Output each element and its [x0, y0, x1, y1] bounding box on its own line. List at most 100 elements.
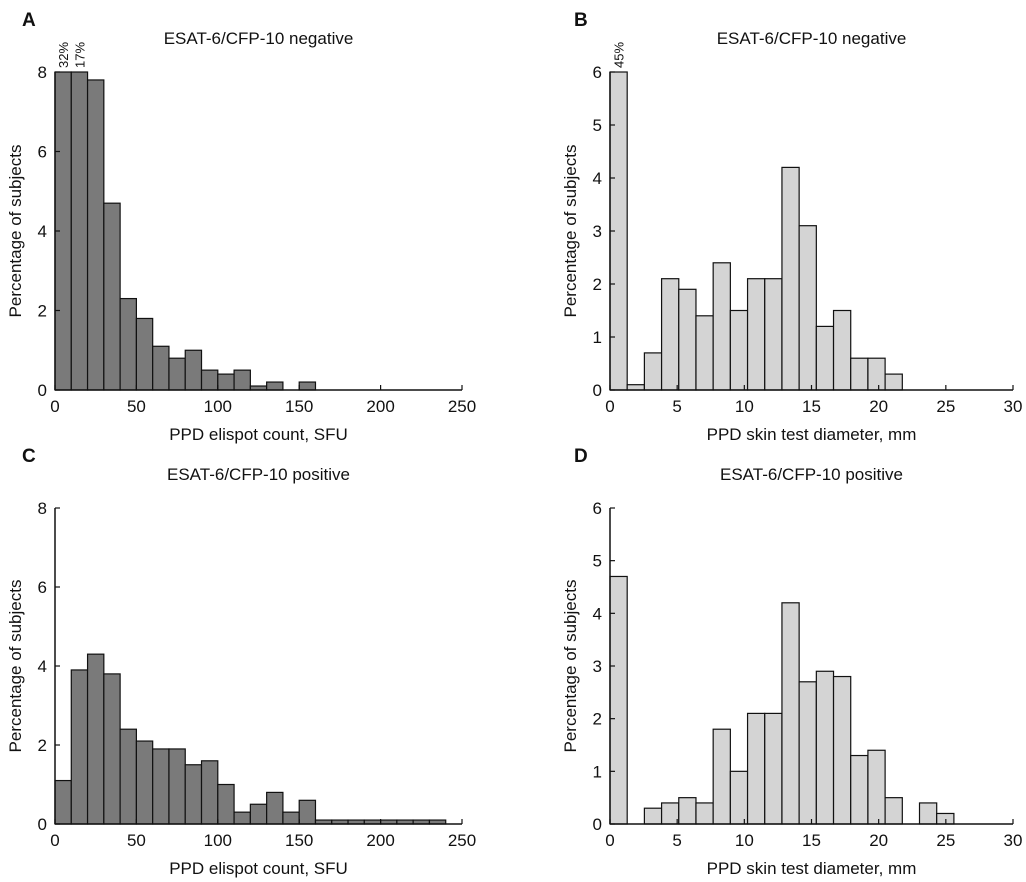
histogram-bar [660, 278, 680, 391]
histogram-bar [152, 748, 170, 825]
x-tick-label: 25 [936, 397, 955, 416]
x-tick-label: 5 [672, 397, 681, 416]
x-tick-label: 5 [672, 831, 681, 850]
histogram-bar [249, 803, 268, 825]
panel-letter: C [22, 446, 36, 467]
chart-title: ESAT-6/CFP-10 positive [167, 465, 350, 484]
x-tick-label: 30 [1004, 831, 1023, 850]
y-tick-label: 6 [38, 143, 47, 162]
x-tick-label: 100 [204, 397, 232, 416]
histogram-bar [712, 262, 731, 391]
histogram-bar [103, 673, 121, 825]
histogram-bar [781, 602, 800, 825]
histogram-bar [764, 712, 783, 825]
histogram-bar [867, 749, 886, 825]
histogram-bar [884, 797, 903, 825]
histogram-bar [86, 79, 105, 391]
y-tick-label: 2 [38, 736, 47, 755]
histogram-bar [626, 384, 645, 391]
y-tick-label: 6 [593, 63, 602, 82]
histogram-bar [266, 381, 284, 391]
y-tick-label: 0 [593, 381, 602, 400]
x-axis-label: PPD skin test diameter, mm [707, 425, 917, 444]
y-tick-label: 5 [593, 552, 602, 571]
chart-title: ESAT-6/CFP-10 negative [717, 29, 907, 48]
x-axis-label: PPD elispot count, SFU [169, 425, 348, 444]
histogram-bar [815, 325, 835, 391]
x-tick-label: 30 [1004, 397, 1023, 416]
histogram-bar [152, 345, 170, 391]
chart-panel-b: B ESAT-6/CFP-10 negative 0 5 10 15 20 25 30 0 1 2 3 4… [561, 10, 1022, 444]
y-tick-label: 0 [38, 381, 47, 400]
x-tick-label: 15 [802, 397, 821, 416]
chart-title: ESAT-6/CFP-10 positive [720, 465, 903, 484]
histogram-bar [266, 791, 284, 825]
histogram-bar [781, 166, 800, 391]
y-axis-label: Percentage of subjects [561, 145, 580, 318]
x-tick-label: 250 [448, 831, 476, 850]
histogram-bar [746, 278, 766, 391]
x-tick-label: 250 [448, 397, 476, 416]
y-tick-label: 4 [593, 169, 602, 188]
histogram-bar [168, 748, 186, 825]
x-tick-label: 200 [366, 831, 394, 850]
y-tick-label: 0 [593, 815, 602, 834]
y-tick-label: 2 [593, 710, 602, 729]
y-tick-label: 6 [593, 499, 602, 518]
x-tick-label: 0 [50, 831, 59, 850]
chart-panel-c: C ESAT-6/CFP-10 positive 0 50 100 150 200 250 0 2… [6, 446, 476, 878]
y-tick-label: 4 [38, 222, 47, 241]
histogram-bar [184, 764, 203, 825]
x-tick-label: 0 [605, 397, 614, 416]
y-tick-label: 1 [593, 328, 602, 347]
histogram-bar [643, 352, 663, 391]
y-axis-label: Percentage of subjects [561, 580, 580, 753]
histogram-bar [70, 669, 89, 825]
histogram-bar [103, 202, 121, 391]
histogram-bar [660, 802, 680, 825]
chart-panel-a: A ESAT-6/CFP-10 negative 0 50 100 150 200 250 0 2… [6, 10, 476, 444]
histogram-bar [119, 297, 138, 391]
x-axis-label: PPD elispot count, SFU [169, 859, 348, 878]
x-tick-label: 20 [869, 397, 888, 416]
histogram-bar [135, 740, 154, 825]
y-tick-label: 8 [38, 499, 47, 518]
x-axis-label: PPD skin test diameter, mm [707, 859, 917, 878]
y-tick-label: 8 [38, 63, 47, 82]
x-tick-label: 150 [285, 397, 313, 416]
x-tick-label: 50 [127, 831, 146, 850]
histogram-bar [678, 288, 697, 391]
y-tick-label: 0 [38, 815, 47, 834]
histogram-bar [86, 653, 105, 825]
histogram-bar [746, 712, 766, 825]
histogram-bar [233, 811, 251, 825]
histogram-bar [678, 797, 697, 825]
x-tick-label: 25 [936, 831, 955, 850]
histogram-bar [729, 309, 749, 391]
histogram-bar [135, 317, 154, 391]
y-tick-label: 2 [593, 275, 602, 294]
bar-annotation: 45% [612, 42, 627, 68]
histogram-bar [850, 754, 869, 825]
histogram-bar [832, 675, 852, 825]
histogram-bar [298, 381, 317, 391]
histogram-bar [184, 349, 203, 391]
panel-letter: D [574, 446, 588, 467]
histogram-bar [850, 357, 869, 391]
histogram-bar [712, 728, 731, 825]
chart-panel-d: D ESAT-6/CFP-10 positive 0 5 10 15 20 25 30 0 1 2 3 4… [561, 446, 1022, 878]
x-tick-label: 150 [285, 831, 313, 850]
histogram-bar [695, 315, 714, 391]
x-tick-label: 10 [735, 831, 754, 850]
y-tick-label: 4 [593, 604, 602, 623]
histogram-bar [298, 799, 317, 825]
bar-annotation: 17% [72, 42, 87, 68]
y-tick-label: 3 [593, 657, 602, 676]
x-tick-label: 0 [605, 831, 614, 850]
histogram-bar [884, 373, 903, 391]
x-tick-label: 100 [204, 831, 232, 850]
x-tick-label: 20 [869, 831, 888, 850]
histogram-bar [695, 802, 714, 825]
histogram-bar [200, 369, 219, 391]
